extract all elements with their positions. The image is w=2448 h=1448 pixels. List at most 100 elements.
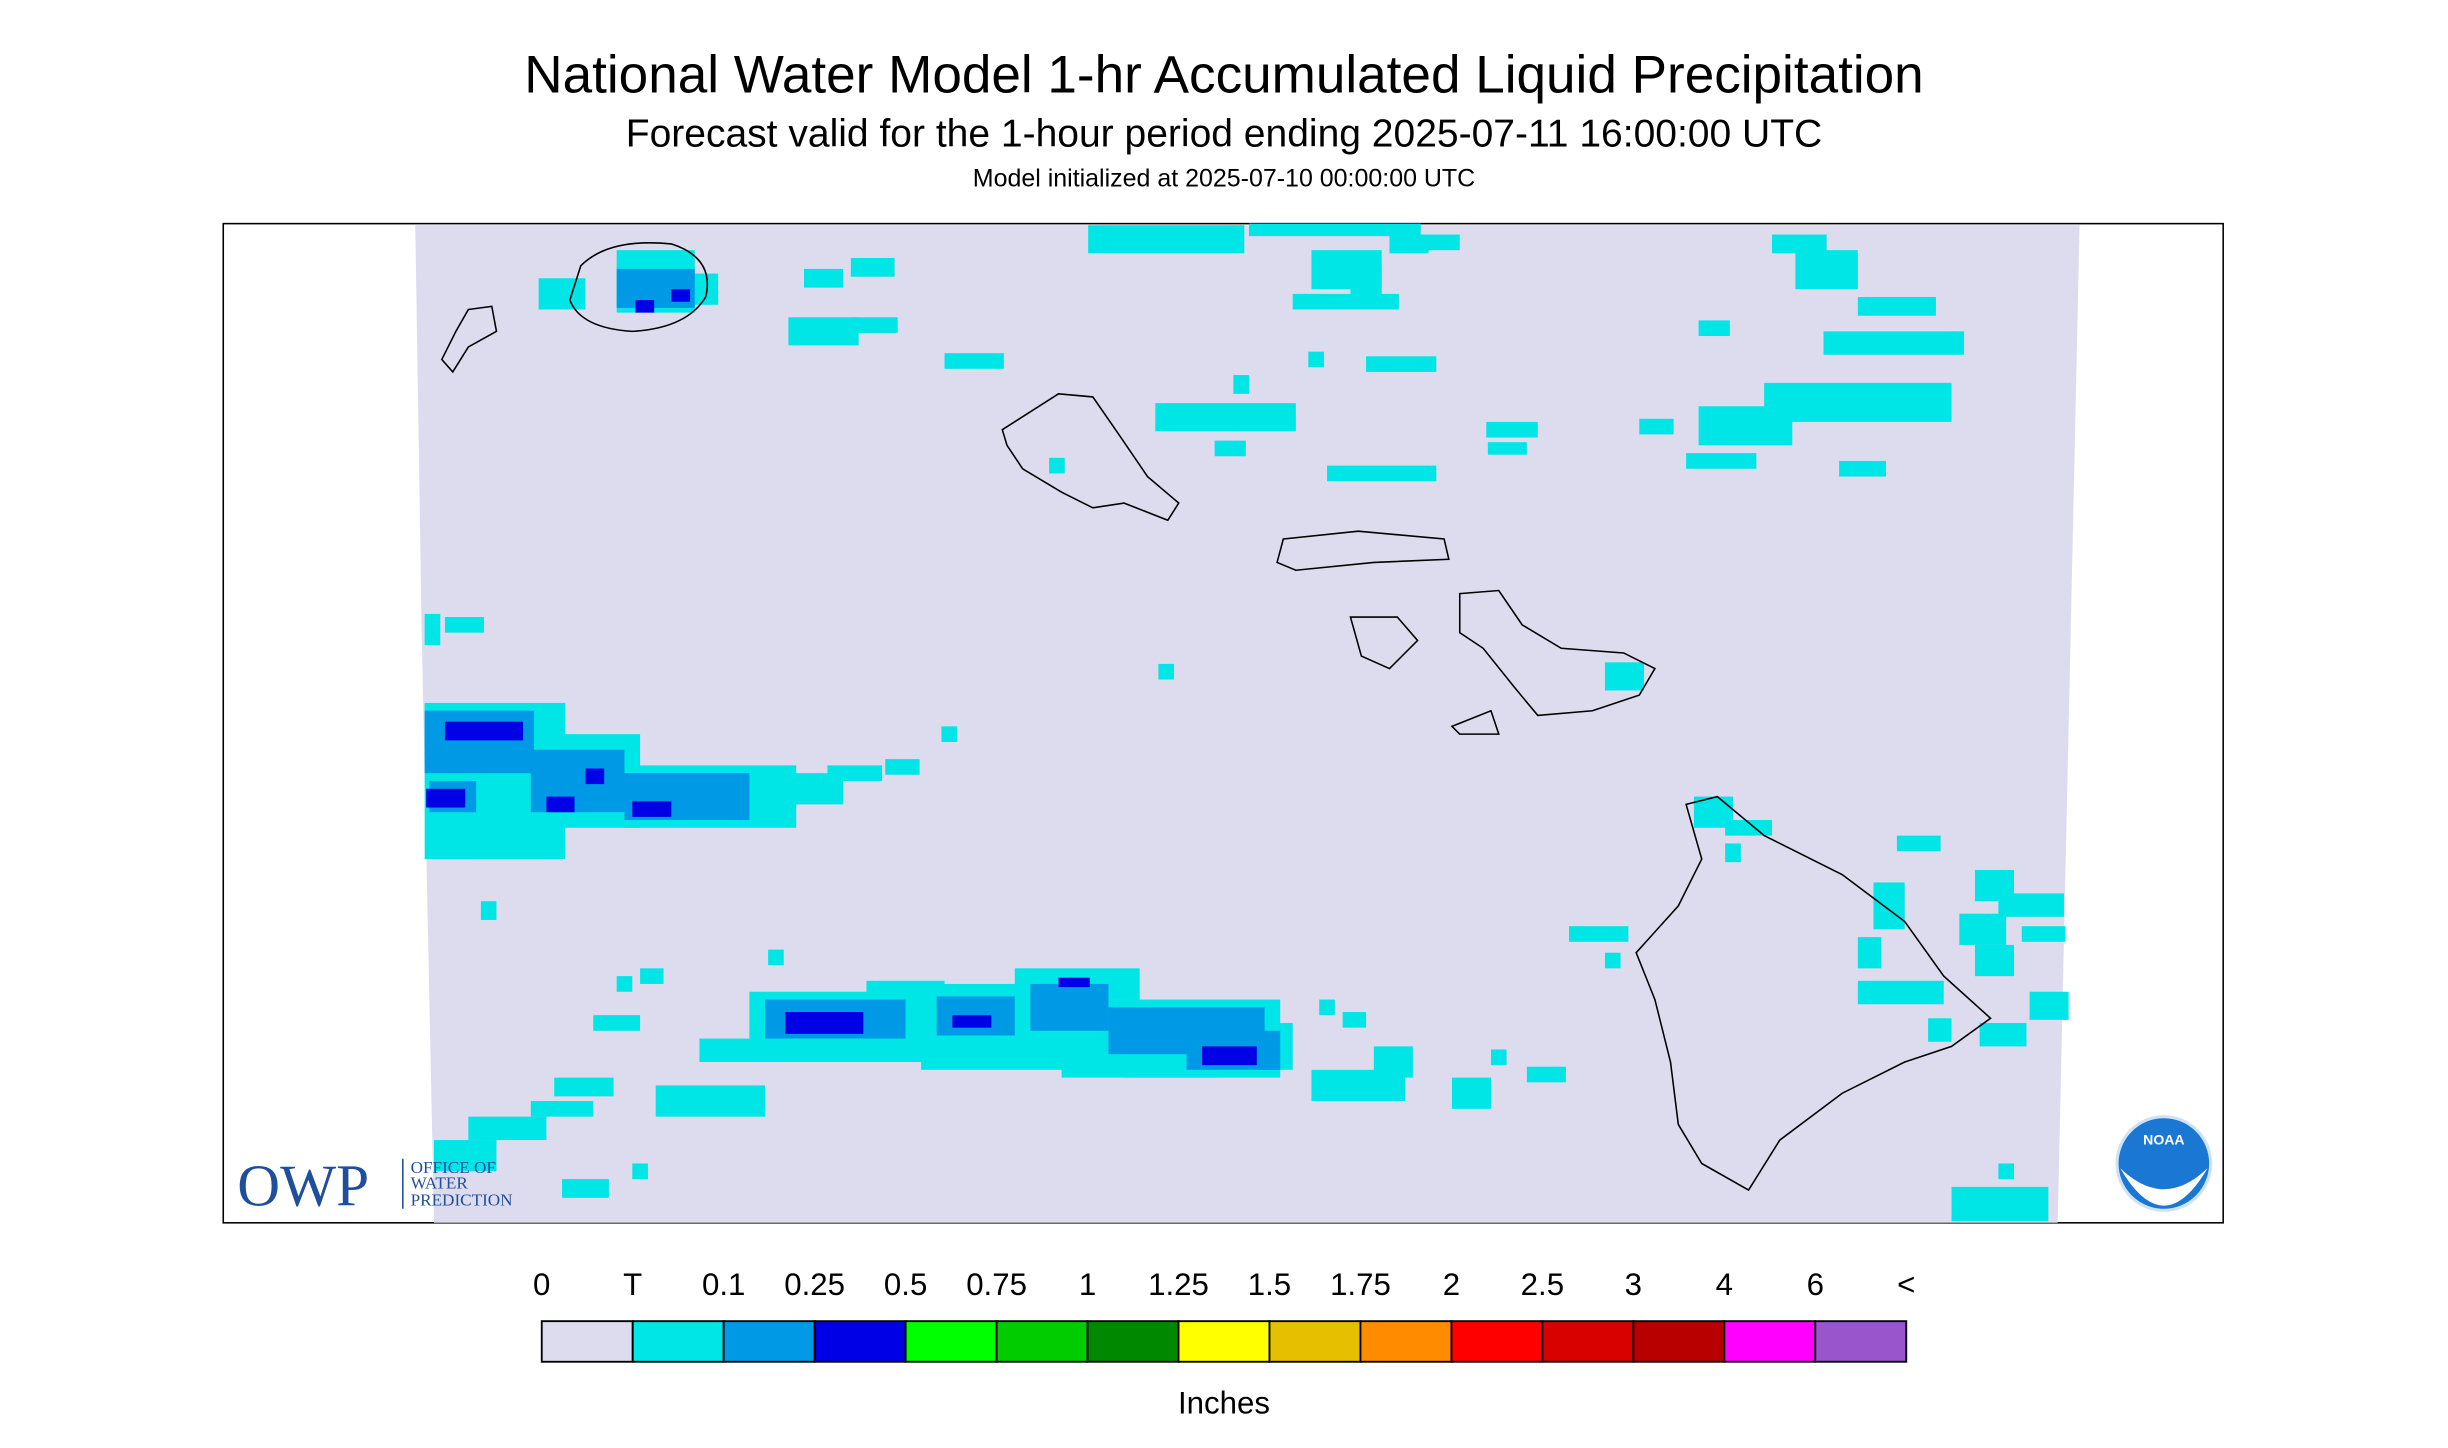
- precip-cell: [1350, 265, 1382, 298]
- precip-cell: [444, 617, 484, 633]
- colorbar-swatch: [1177, 1320, 1271, 1363]
- colorbar: 0 T 0.1 0.25 0.5 0.75 1 1.25 1.5 1.75 2 2.5 3 4 6 <: [533, 1267, 1915, 1363]
- precip-cell: [827, 765, 883, 781]
- precip-cell: [1998, 1163, 2014, 1180]
- precip-cell: [1088, 225, 1245, 254]
- precip-cell: [2021, 926, 2066, 942]
- precip-cell: [1058, 977, 1090, 988]
- precip-cell: [1998, 893, 2064, 917]
- precip-cell: [640, 968, 664, 984]
- precip-cell: [1979, 1022, 2027, 1047]
- precip-cell: [1857, 980, 1944, 1005]
- precip-cell: [1202, 1046, 1257, 1066]
- colorbar-swatch: [1450, 1320, 1544, 1363]
- precip-cell: [699, 1038, 778, 1063]
- title: National Water Model 1-hr Accumulated Li…: [524, 45, 1923, 104]
- colorbar-label: 0.25: [784, 1267, 845, 1302]
- colorbar-label: 0: [533, 1267, 550, 1302]
- precip-cell: [635, 300, 655, 313]
- colorbar-label: 1.75: [1330, 1267, 1391, 1302]
- precip-cell: [468, 812, 547, 860]
- precip-cell: [1604, 952, 1621, 969]
- precip-cell: [1030, 983, 1109, 1031]
- precip-cell: [1292, 293, 1399, 310]
- colorbar-swatch: [540, 1320, 634, 1363]
- colorbar-label: 1: [1079, 1267, 1096, 1302]
- precip-cell: [1823, 331, 1965, 355]
- precip-cell: [554, 1077, 614, 1097]
- precip-cell: [1248, 223, 1421, 237]
- model-domain: [415, 225, 2080, 1223]
- niihau: [440, 305, 498, 374]
- precip-cell: [538, 278, 586, 310]
- colorbar-label: 0.1: [702, 1267, 745, 1302]
- colorbar-swatch: [631, 1320, 725, 1363]
- coastlines: [440, 242, 1992, 1192]
- precip-cell: [1366, 356, 1437, 372]
- precip-cell: [1698, 320, 1730, 337]
- precip-cell: [562, 1179, 609, 1198]
- noaa-text: NOAA: [2143, 1132, 2184, 1148]
- precip-cell: [616, 268, 695, 308]
- precip-cell: [1896, 835, 1941, 852]
- precip-cell: [616, 976, 633, 992]
- precip-cell: [1764, 382, 1952, 422]
- precip-cell: [2029, 991, 2069, 1020]
- colorbar-label: 0.5: [884, 1267, 927, 1302]
- precip-cell: [632, 801, 672, 817]
- precip-cell: [1308, 351, 1324, 368]
- units-label: Inches: [1178, 1386, 1270, 1421]
- precip-cell: [804, 268, 844, 288]
- precip-cell: [1373, 1046, 1413, 1078]
- colorbar-swatch: [1632, 1320, 1726, 1363]
- precip-cell: [1928, 1018, 1952, 1042]
- precip-cell: [530, 749, 625, 813]
- precip-cell: [1857, 937, 1882, 969]
- precip-cell: [788, 317, 859, 346]
- precip-cell: [1639, 418, 1674, 435]
- precip-cell: [546, 796, 575, 813]
- colorbar-label: 3: [1625, 1267, 1642, 1302]
- precip-cell: [434, 1140, 497, 1172]
- precip-cell: [1526, 1066, 1566, 1083]
- precip-cell: [1451, 1077, 1491, 1109]
- precip-cell: [1233, 375, 1249, 394]
- colorbar-label: T: [623, 1267, 642, 1302]
- precip-cell: [785, 1012, 864, 1034]
- precip-cell: [850, 257, 895, 277]
- colorbar-label: 4: [1716, 1267, 1733, 1302]
- oahu: [1001, 392, 1180, 522]
- precip-cell: [1725, 843, 1741, 863]
- owp-logo: OWP: [237, 1153, 369, 1219]
- colorbar-label: 1.25: [1148, 1267, 1209, 1302]
- precip-cell: [424, 613, 441, 646]
- precip-cell: [424, 710, 534, 774]
- precip-cell: [1974, 944, 2014, 977]
- colorbar-label: 1.5: [1248, 1267, 1291, 1302]
- precip-cell: [850, 317, 898, 333]
- colorbar-swatch: [1086, 1320, 1180, 1363]
- init-time: Model initialized at 2025-07-10 00:00:00…: [973, 165, 1475, 193]
- precip-cell: [444, 721, 524, 741]
- owp-line: PREDICTION: [411, 1191, 513, 1210]
- precip-cell: [1428, 234, 1460, 251]
- maui: [1458, 589, 1656, 717]
- precip-cell: [1049, 457, 1065, 474]
- noaa-gull: [2120, 1168, 2208, 1206]
- colorbar-swatch: [722, 1320, 816, 1363]
- precip-cell: [768, 949, 784, 966]
- precip-cell: [1490, 1049, 1507, 1066]
- precip-cell: [1604, 662, 1644, 691]
- precip-cell: [585, 768, 605, 785]
- colorbar-label: 0.75: [966, 1267, 1027, 1302]
- colorbar-swatch: [1359, 1320, 1453, 1363]
- precip-cell: [952, 1015, 992, 1028]
- precip-cell: [1857, 297, 1936, 316]
- colorbar-label: 2: [1443, 1267, 1460, 1302]
- precip-cell: [480, 901, 497, 920]
- precip-cell: [632, 1163, 648, 1180]
- colorbar-label: 2.5: [1521, 1267, 1564, 1302]
- precip-cell: [1839, 460, 1886, 477]
- colorbar-swatch: [1723, 1320, 1817, 1363]
